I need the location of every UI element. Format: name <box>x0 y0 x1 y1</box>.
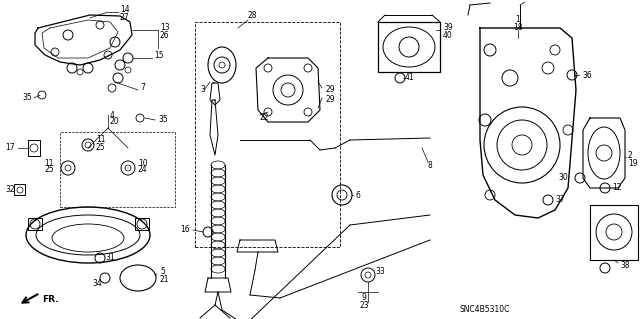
Bar <box>590 205 638 260</box>
Text: 30: 30 <box>558 174 568 182</box>
Text: 8: 8 <box>428 160 433 169</box>
Text: 25: 25 <box>44 166 54 174</box>
Text: 11: 11 <box>96 136 106 145</box>
Text: 5: 5 <box>160 268 165 277</box>
Text: 17: 17 <box>5 144 15 152</box>
Text: 37: 37 <box>555 196 564 204</box>
Bar <box>60 132 175 207</box>
Text: 23: 23 <box>359 300 369 309</box>
Bar <box>135 218 149 230</box>
Text: 26: 26 <box>160 32 170 41</box>
Text: 31: 31 <box>105 254 115 263</box>
Text: 22: 22 <box>260 114 269 122</box>
Text: 38: 38 <box>620 261 630 270</box>
Bar <box>14 184 25 195</box>
Text: 20: 20 <box>110 117 120 127</box>
Text: 3: 3 <box>200 85 205 94</box>
Text: 24: 24 <box>138 166 148 174</box>
Text: 29: 29 <box>325 95 335 105</box>
Bar <box>28 218 42 230</box>
Text: 18: 18 <box>513 23 523 32</box>
Text: 35: 35 <box>22 93 32 102</box>
Text: 14: 14 <box>120 5 130 14</box>
Text: 28: 28 <box>248 11 257 20</box>
Text: 33: 33 <box>375 268 385 277</box>
Text: 29: 29 <box>325 85 335 94</box>
Text: SNC4B5310C: SNC4B5310C <box>460 306 510 315</box>
Text: 27: 27 <box>120 12 130 21</box>
Text: 19: 19 <box>628 159 637 167</box>
Text: 10: 10 <box>138 159 148 167</box>
Text: 13: 13 <box>160 24 170 33</box>
Text: 2: 2 <box>628 151 633 160</box>
Text: 32: 32 <box>5 186 15 195</box>
Bar <box>28 140 40 156</box>
Text: 9: 9 <box>362 293 367 301</box>
Text: 1: 1 <box>516 16 520 25</box>
Text: 35: 35 <box>158 115 168 124</box>
Text: 16: 16 <box>180 226 189 234</box>
Text: 12: 12 <box>612 183 621 192</box>
Bar <box>195 22 340 247</box>
Text: 41: 41 <box>405 73 415 83</box>
Bar <box>378 22 440 72</box>
Text: 11: 11 <box>45 159 54 167</box>
Text: FR.: FR. <box>42 295 58 305</box>
Text: 4: 4 <box>110 110 115 120</box>
Text: 40: 40 <box>443 32 452 41</box>
Text: 36: 36 <box>582 70 592 79</box>
Text: 15: 15 <box>154 50 164 60</box>
Text: 39: 39 <box>443 24 452 33</box>
Text: 7: 7 <box>140 84 145 93</box>
Text: 6: 6 <box>356 190 361 199</box>
Text: 34: 34 <box>92 278 102 287</box>
Text: 25: 25 <box>96 143 106 152</box>
Text: 21: 21 <box>160 275 170 284</box>
